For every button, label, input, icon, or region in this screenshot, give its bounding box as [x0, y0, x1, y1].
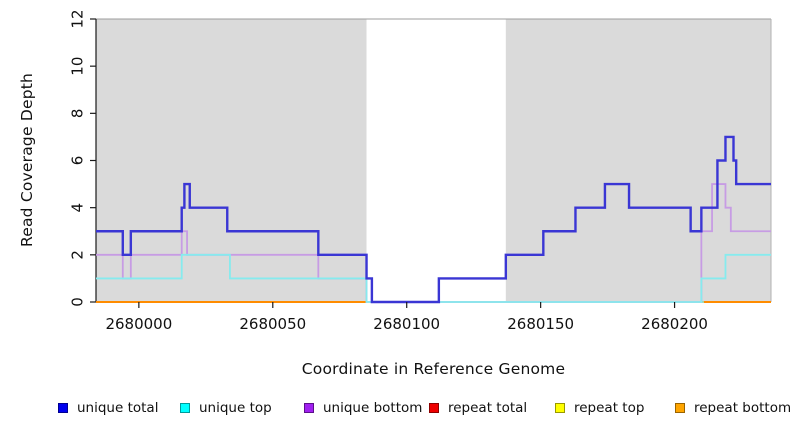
chart-legend: unique total unique top unique bottom repea…: [0, 396, 792, 426]
legend-swatch-icon: [429, 403, 439, 413]
legend-item-unique-top: unique top: [180, 399, 272, 417]
legend-item-repeat-top: repeat top: [555, 399, 644, 417]
legend-swatch-icon: [675, 403, 685, 413]
series-unique-top: [96, 253, 771, 303]
y-tick-label: 2: [69, 250, 87, 260]
y-tick-label: 10: [69, 57, 87, 76]
x-tick-label: 2680050: [239, 315, 306, 333]
legend-label: repeat bottom: [694, 400, 792, 416]
legend-swatch-icon: [304, 403, 314, 413]
legend-swatch-icon: [58, 403, 68, 413]
y-tick-label: 12: [69, 9, 87, 28]
series-unique-total: [96, 135, 771, 304]
y-axis-title: Read Coverage Depth: [18, 72, 36, 248]
legend-item-unique-bottom: unique bottom: [304, 399, 422, 417]
legend-swatch-icon: [180, 403, 190, 413]
x-tick-label: 2680100: [373, 315, 440, 333]
legend-swatch-icon: [555, 403, 565, 413]
y-tick-label: 6: [69, 156, 87, 166]
legend-item-repeat-total: repeat total: [429, 399, 527, 417]
legend-label: repeat total: [448, 400, 528, 416]
shaded-region-0: [96, 19, 367, 302]
legend-item-unique-total: unique total: [58, 399, 158, 417]
legend-label: unique total: [77, 400, 159, 416]
legend-label: unique bottom: [323, 400, 423, 416]
y-tick-label: 8: [69, 109, 87, 119]
y-tick-label: 4: [69, 203, 87, 213]
x-axis-title: Coordinate in Reference Genome: [301, 360, 566, 378]
x-tick-label: 2680000: [105, 315, 172, 333]
x-tick-label: 2680150: [507, 315, 574, 333]
shaded-region-1: [505, 19, 771, 302]
legend-label: unique top: [199, 400, 272, 416]
legend-label: repeat top: [574, 400, 645, 416]
y-tick-label: 0: [69, 297, 87, 307]
coverage-plot: 2680000 2680050 2680100 2680150 2680200 0 2 4 6 8…: [69, 9, 772, 333]
legend-item-repeat-bottom: repeat bottom: [675, 399, 791, 417]
x-tick-label: 2680200: [641, 315, 708, 333]
